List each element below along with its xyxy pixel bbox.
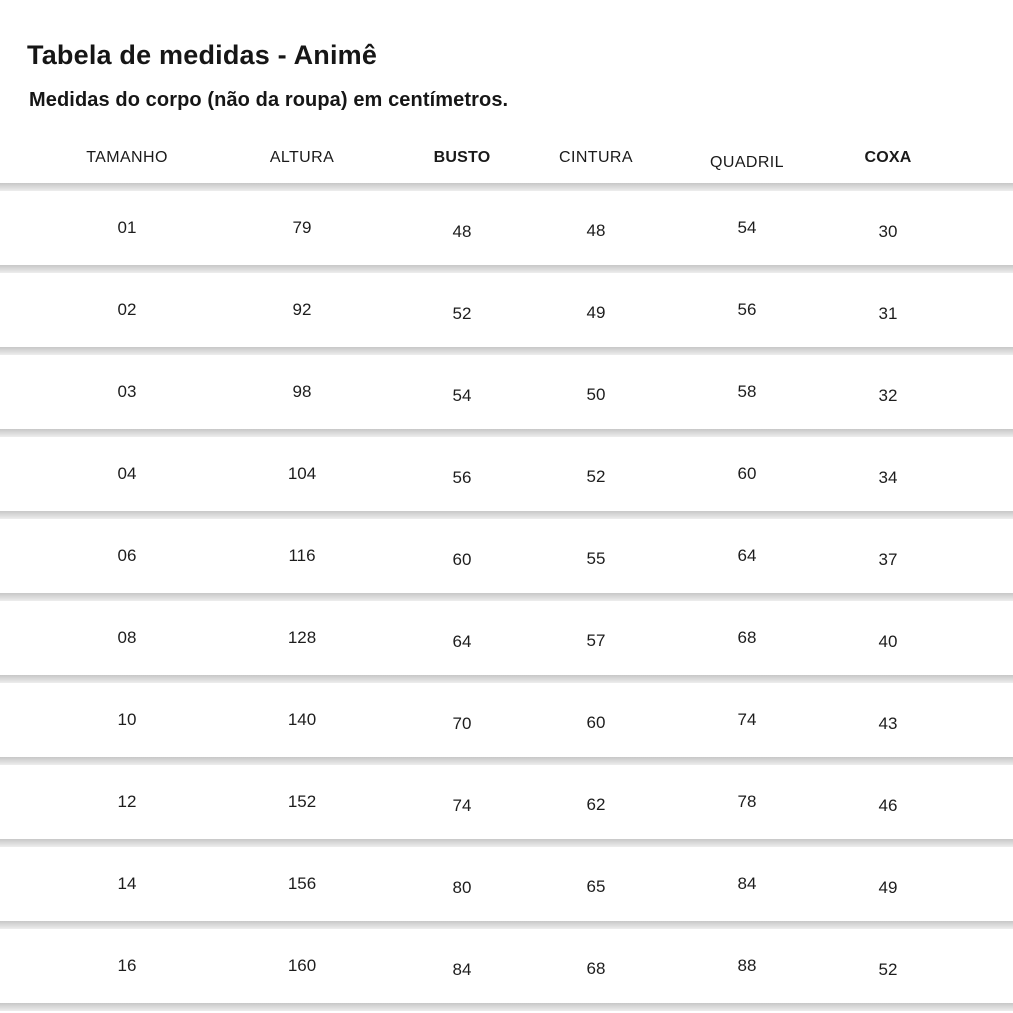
cell-quadril: 64: [737, 546, 757, 565]
cell-quadril: 68: [737, 628, 757, 647]
column-header-tamanho: TAMANHO: [86, 149, 168, 166]
cell-busto: 84: [452, 960, 472, 979]
cell-tamanho: 08: [117, 628, 137, 647]
cell-busto: 70: [452, 714, 472, 733]
table-row: 02 92 52 49 56 31: [0, 273, 1013, 347]
cell-cintura: 52: [586, 467, 606, 486]
cell-tamanho: 02: [117, 300, 137, 319]
cell-busto: 74: [452, 796, 472, 815]
cell-tamanho: 06: [117, 546, 137, 565]
cell-coxa: 52: [878, 960, 898, 979]
page-subtitle: Medidas do corpo (não da roupa) em centí…: [29, 89, 509, 111]
table-row: 12 152 74 62 78 46: [0, 765, 1013, 839]
cell-cintura: 57: [586, 631, 606, 650]
cell-coxa: 34: [878, 468, 898, 487]
cell-altura: 104: [287, 464, 317, 483]
cell-altura: 128: [287, 628, 317, 647]
cell-busto: 48: [452, 222, 472, 241]
row-divider: [0, 183, 1013, 191]
row-divider: [0, 839, 1013, 847]
cell-quadril: 74: [737, 710, 757, 729]
cell-busto: 54: [452, 386, 472, 405]
cell-cintura: 48: [586, 221, 606, 240]
table-body: 01 79 48 48 54 30 02 92 52 49 56 31 03 9…: [0, 183, 1013, 1011]
cell-quadril: 54: [737, 218, 757, 237]
cell-quadril: 60: [737, 464, 757, 483]
cell-tamanho: 04: [117, 464, 137, 483]
cell-altura: 152: [287, 792, 317, 811]
cell-altura: 79: [292, 218, 312, 237]
cell-coxa: 40: [878, 632, 898, 651]
cell-tamanho: 16: [117, 956, 137, 975]
cell-altura: 116: [288, 546, 316, 565]
cell-tamanho: 12: [117, 792, 137, 811]
cell-coxa: 46: [878, 796, 898, 815]
cell-cintura: 50: [586, 385, 606, 404]
cell-tamanho: 01: [117, 218, 137, 237]
table-row: 01 79 48 48 54 30: [0, 191, 1013, 265]
table-row: 14 156 80 65 84 49: [0, 847, 1013, 921]
cell-tamanho: 10: [117, 710, 137, 729]
cell-cintura: 65: [586, 877, 606, 896]
column-header-coxa: COXA: [864, 149, 912, 166]
column-header-altura: ALTURA: [269, 149, 335, 166]
row-divider: [0, 265, 1013, 273]
cell-busto: 80: [452, 878, 472, 897]
cell-altura: 160: [287, 956, 317, 975]
cell-coxa: 32: [878, 386, 898, 405]
cell-tamanho: 03: [117, 382, 137, 401]
cell-cintura: 62: [586, 795, 606, 814]
cell-cintura: 49: [586, 303, 606, 322]
row-divider: [0, 347, 1013, 355]
cell-busto: 64: [452, 632, 472, 651]
column-header-busto: BUSTO: [433, 149, 491, 166]
row-divider: [0, 757, 1013, 765]
cell-busto: 60: [452, 550, 472, 569]
cell-busto: 56: [452, 468, 472, 487]
cell-altura: 140: [287, 710, 317, 729]
cell-cintura: 60: [586, 713, 606, 732]
column-header-cintura: CINTURA: [559, 149, 633, 166]
column-header-quadril: QUADRIL: [710, 154, 784, 171]
cell-coxa: 43: [878, 714, 898, 733]
row-divider: [0, 921, 1013, 929]
cell-quadril: 84: [737, 874, 757, 893]
cell-cintura: 68: [586, 959, 606, 978]
table-row: 08 128 64 57 68 40: [0, 601, 1013, 675]
table-row: 06 116 60 55 64 37: [0, 519, 1013, 593]
cell-coxa: 31: [878, 304, 898, 323]
cell-quadril: 58: [737, 382, 757, 401]
cell-quadril: 88: [737, 956, 757, 975]
cell-altura: 92: [292, 300, 312, 319]
row-divider: [0, 675, 1013, 683]
table-row: 03 98 54 50 58 32: [0, 355, 1013, 429]
cell-quadril: 56: [737, 300, 757, 319]
cell-altura: 156: [287, 874, 317, 893]
page-title: Tabela de medidas - Animê: [27, 40, 378, 70]
cell-quadril: 78: [737, 792, 757, 811]
table-header-row: TAMANHO ALTURA BUSTO CINTURA QUADRIL COX…: [0, 145, 1013, 171]
row-divider: [0, 1003, 1013, 1011]
cell-altura: 98: [292, 382, 312, 401]
cell-cintura: 55: [586, 549, 606, 568]
cell-busto: 52: [452, 304, 472, 323]
cell-coxa: 37: [878, 550, 898, 569]
cell-tamanho: 14: [117, 874, 137, 893]
row-divider: [0, 593, 1013, 601]
cell-coxa: 30: [878, 222, 898, 241]
row-divider: [0, 511, 1013, 519]
table-row: 10 140 70 60 74 43: [0, 683, 1013, 757]
table-row: 16 160 84 68 88 52: [0, 929, 1013, 1003]
table-row: 04 104 56 52 60 34: [0, 437, 1013, 511]
row-divider: [0, 429, 1013, 437]
cell-coxa: 49: [878, 878, 898, 897]
